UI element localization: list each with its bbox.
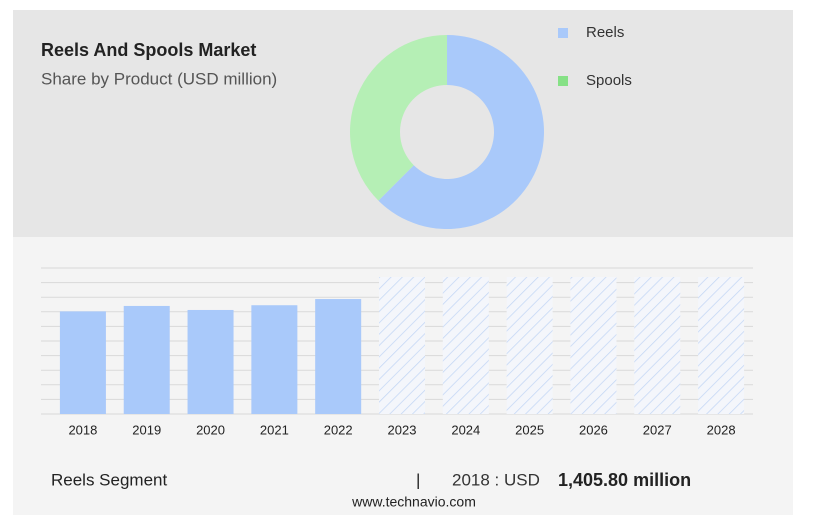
x-tick-label: 2019 <box>132 422 161 437</box>
x-tick-label: 2024 <box>451 422 480 437</box>
x-tick-label: 2025 <box>515 422 544 437</box>
x-tick-label: 2018 <box>68 422 97 437</box>
segment-value: 1,405.80 million <box>558 470 691 490</box>
forecast-placeholder <box>379 277 425 414</box>
bar <box>315 299 362 414</box>
forecast-placeholder <box>634 277 681 414</box>
bar <box>251 305 298 414</box>
bar <box>123 305 170 414</box>
segment-label: Reels Segment <box>51 470 168 489</box>
legend-label: Spools <box>586 72 632 89</box>
donut-slice <box>378 35 544 229</box>
x-tick-label: 2026 <box>579 422 608 437</box>
x-tick-label: 2021 <box>260 422 289 437</box>
x-tick-label: 2022 <box>324 422 353 437</box>
legend-swatch <box>558 76 568 86</box>
x-tick-label: 2020 <box>196 422 225 437</box>
bar <box>187 309 234 414</box>
forecast-placeholder <box>442 277 489 414</box>
separator: | <box>416 470 420 489</box>
forecast-placeholder <box>698 277 745 414</box>
chart-title: Reels And Spools Market <box>41 40 256 60</box>
x-tick-label: 2023 <box>388 422 417 437</box>
year-label: 2018 : USD <box>452 470 540 489</box>
x-tick-label: 2028 <box>707 422 736 437</box>
donut-slice <box>350 35 447 201</box>
bar <box>59 311 106 414</box>
x-tick-label: 2027 <box>643 422 672 437</box>
forecast-placeholder <box>506 277 553 414</box>
forecast-placeholder <box>570 277 617 414</box>
legend-swatch <box>558 28 568 38</box>
legend-label: Reels <box>586 24 624 41</box>
source: www.technavio.com <box>351 494 476 510</box>
chart-subtitle: Share by Product (USD million) <box>41 69 277 88</box>
